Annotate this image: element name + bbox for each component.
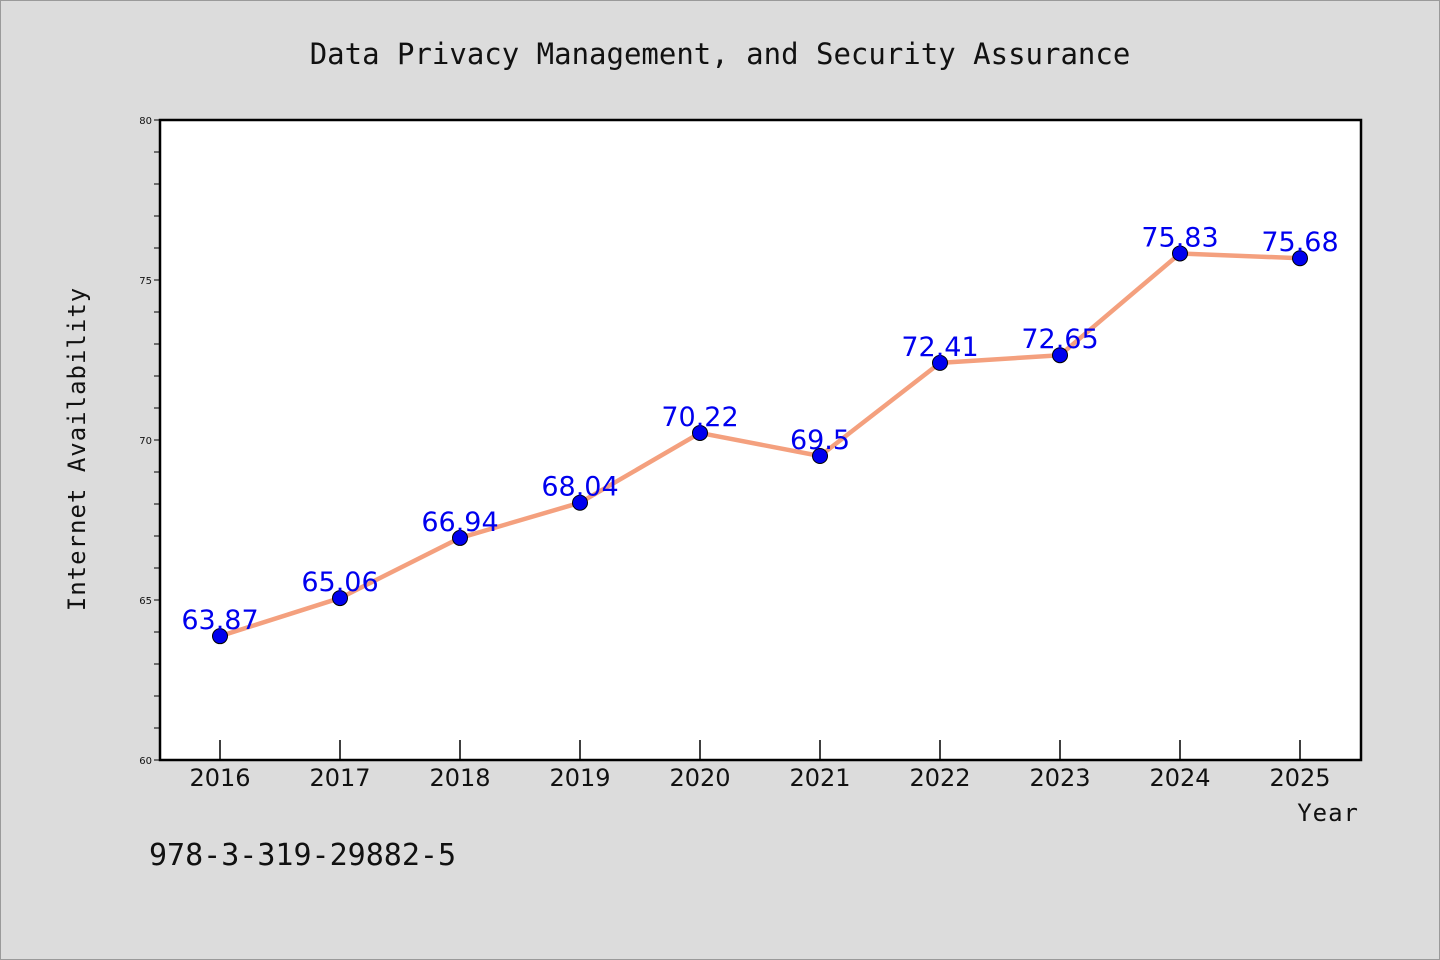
x-tick-label: 2025 <box>1269 764 1330 792</box>
x-tick-label: 2016 <box>189 764 250 792</box>
data-point <box>1052 347 1068 364</box>
series-line <box>217 251 1303 639</box>
data-label: 72.41 <box>901 332 978 363</box>
x-tick-label: 2019 <box>549 764 610 792</box>
y-tick-label: 75 <box>139 276 152 287</box>
data-point <box>572 494 588 511</box>
y-tick-label: 80 <box>139 116 152 127</box>
y-tick-label: 65 <box>139 596 152 607</box>
series-layer <box>212 245 1308 645</box>
x-tick-label: 2017 <box>309 764 370 792</box>
x-tick-label: 2024 <box>1149 764 1210 792</box>
data-point <box>932 354 948 371</box>
data-point <box>1172 245 1188 262</box>
data-label: 69.5 <box>790 425 850 456</box>
y-tick-label: 70 <box>139 436 152 447</box>
data-label: 75.83 <box>1141 222 1218 253</box>
y-axis-label: Internet Availability <box>63 287 91 611</box>
data-point <box>692 424 708 441</box>
plot-border <box>158 118 1363 762</box>
data-label: 65.06 <box>301 567 378 598</box>
data-label: 75.68 <box>1261 227 1338 258</box>
x-tick-label: 2023 <box>1029 764 1090 792</box>
data-point <box>212 628 228 645</box>
isbn-annotation: 978-3-319-29882-5 <box>149 838 456 873</box>
data-label: 70.22 <box>661 402 738 433</box>
data-label: 72.65 <box>1021 324 1098 355</box>
x-axis-ticks: 2016 2017 2018 2019 2020 2021 2022 2023 2024 2025 <box>189 740 1331 792</box>
chart-title: Data Privacy Management, and Security As… <box>310 37 1131 71</box>
data-label: 66.94 <box>421 507 498 538</box>
x-tick-label: 2021 <box>789 764 850 792</box>
data-point <box>1292 250 1308 267</box>
data-label-layer: 63.87 65.06 66.94 68.04 70.22 69.5 72.41 72.65 7… <box>181 222 1338 636</box>
data-point <box>452 529 468 546</box>
data-point <box>812 448 828 464</box>
y-axis-ticks: 60 65 70 75 80 <box>139 116 160 767</box>
x-axis-label: Year <box>1297 799 1359 827</box>
data-label: 68.04 <box>541 472 618 503</box>
data-label: 63.87 <box>181 605 258 636</box>
x-tick-label: 2018 <box>429 764 490 792</box>
x-tick-label: 2020 <box>669 764 730 792</box>
data-point <box>332 590 348 607</box>
x-tick-label: 2022 <box>909 764 970 792</box>
plot-area <box>160 120 1361 760</box>
y-tick-label: 60 <box>139 756 152 767</box>
